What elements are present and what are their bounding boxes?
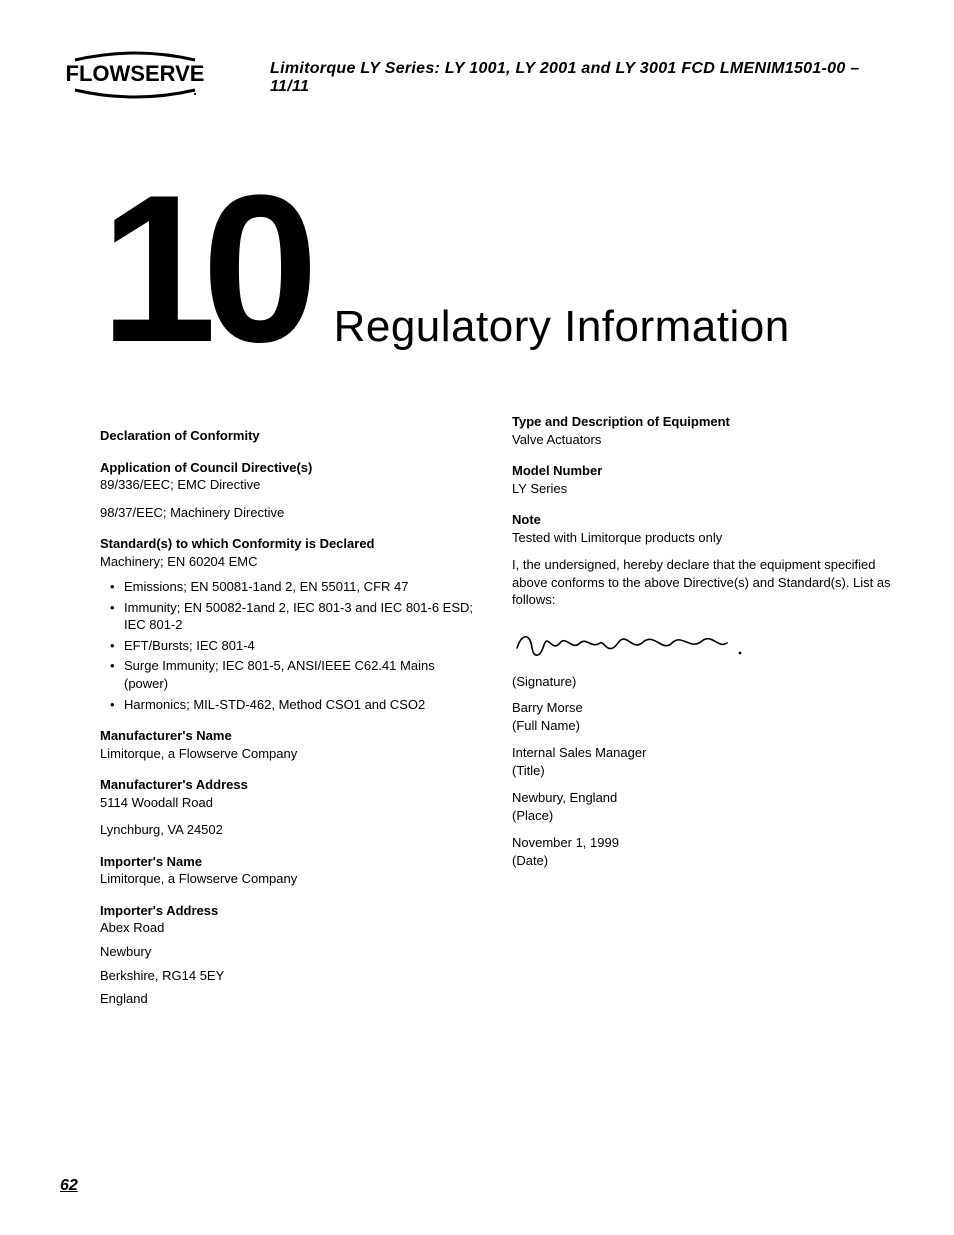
place-group: Newbury, England (Place) (512, 789, 894, 824)
note-body: Tested with Limitorque products only (512, 529, 894, 547)
list-item: Immunity; EN 50082-1and 2, IEC 801-3 and… (110, 599, 482, 634)
manufacturer-address-2: Lynchburg, VA 24502 (100, 821, 482, 839)
standards-title: Standard(s) to which Conformity is Decla… (100, 535, 482, 553)
application-body-2: 98/37/EEC; Machinery Directive (100, 504, 482, 522)
equipment-type-title: Type and Description of Equipment (512, 413, 894, 431)
manufacturer-address-title: Manufacturer's Address (100, 776, 482, 794)
importer-address-1: Abex Road (100, 919, 482, 937)
signature-label: (Signature) (512, 673, 894, 691)
left-column: Declaration of Conformity Application of… (100, 413, 482, 1014)
date-label: (Date) (512, 852, 894, 870)
date-group: November 1, 1999 (Date) (512, 834, 894, 869)
page-header: FLOWSERVE Limitorque LY Series: LY 1001,… (60, 50, 894, 105)
page-number: 62 (60, 1177, 78, 1195)
declaration-title: Declaration of Conformity (100, 427, 482, 445)
list-item: Harmonics; MIL-STD-462, Method CSO1 and … (110, 696, 482, 714)
place-label: (Place) (512, 807, 894, 825)
manufacturer-name-title: Manufacturer's Name (100, 727, 482, 745)
full-name-label: (Full Name) (512, 717, 894, 735)
standards-list: Emissions; EN 50081-1and 2, EN 55011, CF… (110, 578, 482, 713)
flowserve-logo: FLOWSERVE (60, 50, 210, 105)
model-number-body: LY Series (512, 480, 894, 498)
right-column: Type and Description of Equipment Valve … (512, 413, 894, 1014)
importer-name-body: Limitorque, a Flowserve Company (100, 870, 482, 888)
importer-address-3: Berkshire, RG14 5EY (100, 967, 482, 985)
signer-title: Internal Sales Manager (512, 744, 894, 762)
place: Newbury, England (512, 789, 894, 807)
importer-address-4: England (100, 990, 482, 1008)
manufacturer-name-body: Limitorque, a Flowserve Company (100, 745, 482, 763)
chapter-number: 10 (100, 185, 304, 353)
list-item: Surge Immunity; IEC 801-5, ANSI/IEEE C62… (110, 657, 482, 692)
importer-name-title: Importer's Name (100, 853, 482, 871)
list-item: EFT/Bursts; IEC 801-4 (110, 637, 482, 655)
declaration-paragraph: I, the undersigned, hereby declare that … (512, 556, 894, 609)
equipment-type-body: Valve Actuators (512, 431, 894, 449)
standards-body: Machinery; EN 60204 EMC (100, 553, 482, 571)
date: November 1, 1999 (512, 834, 894, 852)
application-title: Application of Council Directive(s) (100, 459, 482, 477)
signature-image (512, 623, 894, 668)
manufacturer-address-1: 5114 Woodall Road (100, 794, 482, 812)
importer-address-2: Newbury (100, 943, 482, 961)
title-group: Internal Sales Manager (Title) (512, 744, 894, 779)
chapter-heading: 10 Regulatory Information (100, 185, 894, 353)
model-number-title: Model Number (512, 462, 894, 480)
content-columns: Declaration of Conformity Application of… (100, 413, 894, 1014)
signer-title-label: (Title) (512, 762, 894, 780)
full-name-group: Barry Morse (Full Name) (512, 699, 894, 734)
importer-address-title: Importer's Address (100, 902, 482, 920)
chapter-title: Regulatory Information (334, 302, 790, 352)
note-title: Note (512, 511, 894, 529)
list-item: Emissions; EN 50081-1and 2, EN 55011, CF… (110, 578, 482, 596)
document-header-text: Limitorque LY Series: LY 1001, LY 2001 a… (270, 60, 894, 96)
application-body-1: 89/336/EEC; EMC Directive (100, 476, 482, 494)
logo-text: FLOWSERVE (66, 61, 205, 86)
full-name: Barry Morse (512, 699, 894, 717)
